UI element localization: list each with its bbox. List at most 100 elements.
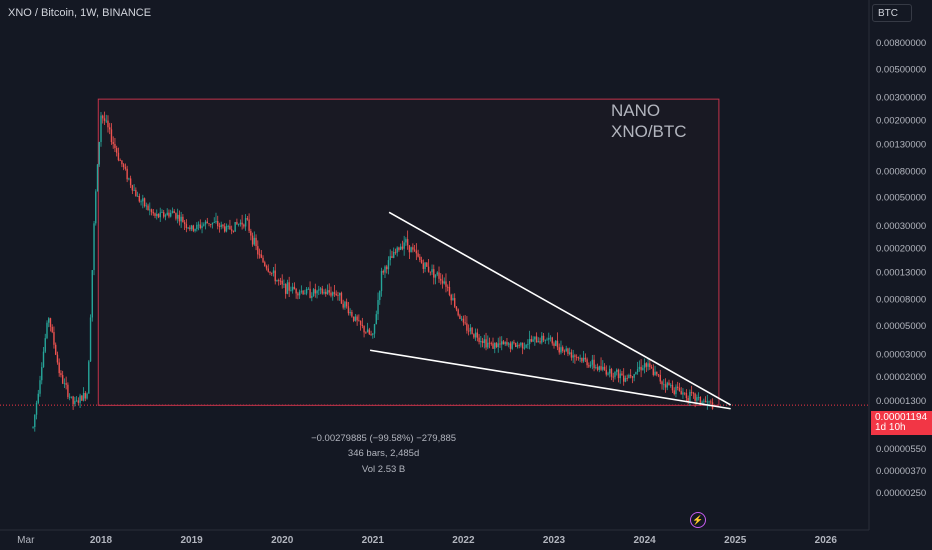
candle (624, 375, 627, 383)
candle (680, 387, 682, 395)
candle (575, 354, 578, 361)
candle-body (537, 341, 540, 343)
candle (661, 380, 663, 390)
candle (194, 228, 196, 233)
candle-body (406, 239, 409, 246)
candle-body (159, 212, 161, 218)
candle (196, 222, 198, 232)
candle (440, 273, 442, 285)
countdown: 1d 10h (875, 422, 906, 433)
candle-body (190, 225, 193, 230)
candle-body (302, 290, 304, 295)
candle-body (65, 383, 67, 385)
candle (600, 357, 602, 371)
candle (142, 194, 144, 209)
candle-body (664, 384, 667, 388)
candle (75, 396, 78, 402)
candle-body (60, 373, 62, 376)
candle-body (481, 341, 484, 343)
y-tick-label: 0.00300000 (876, 93, 926, 104)
currency-button[interactable]: BTC (872, 4, 912, 22)
candle-body (342, 303, 344, 308)
candle-body (603, 366, 606, 370)
x-tick-label: 2018 (90, 535, 113, 546)
candle-body (501, 341, 503, 345)
candle-body (448, 287, 451, 295)
candle-body (297, 293, 299, 296)
candle (53, 326, 55, 349)
candle-body (473, 334, 475, 338)
candle (502, 339, 505, 345)
candle (107, 115, 109, 133)
lightning-icon[interactable]: ⚡ (690, 512, 706, 528)
candle (455, 306, 458, 312)
candle (244, 214, 247, 231)
candle-body (192, 225, 195, 231)
candle-body (584, 357, 587, 360)
candle (112, 136, 114, 149)
candle-body (67, 384, 69, 398)
candle (598, 365, 600, 373)
candle (271, 272, 273, 276)
candle-body (467, 330, 470, 332)
candle (652, 364, 655, 377)
candle-body (220, 224, 222, 227)
candle-body (72, 396, 74, 404)
candle (229, 219, 231, 230)
candle (182, 214, 184, 223)
candle (84, 391, 87, 402)
candle-body (622, 375, 625, 382)
candle (284, 283, 287, 299)
candle (405, 237, 407, 246)
candle (427, 258, 430, 273)
candle (460, 315, 463, 322)
x-tick-label: Mar (17, 535, 35, 546)
candle (89, 314, 92, 363)
candle-body (396, 247, 398, 253)
candle-body (690, 391, 693, 393)
candle (215, 212, 217, 224)
candle-body (663, 384, 665, 386)
candle-body (305, 288, 308, 294)
candle (39, 375, 41, 397)
candle-body (514, 342, 517, 347)
y-tick-label: 0.00000370 (876, 466, 926, 477)
candle (610, 367, 613, 381)
candle (156, 209, 158, 220)
candle-body (201, 225, 203, 229)
candle (516, 341, 519, 349)
candle-body (370, 334, 372, 336)
candle-body (335, 293, 337, 296)
candle (264, 260, 266, 267)
candle-body (182, 216, 184, 223)
candle-body (169, 212, 172, 217)
candle (290, 286, 292, 292)
candle (654, 365, 656, 376)
candle (370, 330, 372, 336)
candle-body (340, 292, 343, 304)
candle (230, 225, 233, 235)
candle (251, 232, 254, 247)
candle-body (150, 209, 153, 213)
candle (276, 279, 278, 282)
candle (413, 245, 416, 252)
candle-body (389, 256, 391, 261)
candle (450, 293, 452, 305)
candle-body (436, 272, 438, 275)
candle-body (323, 291, 325, 294)
candle (664, 378, 667, 393)
candle-body (372, 333, 374, 335)
candle (631, 375, 634, 384)
candle (91, 270, 93, 322)
candle (60, 370, 62, 378)
candle (333, 284, 336, 297)
candle-body (523, 347, 526, 349)
candle-body (133, 189, 135, 191)
candle (311, 292, 313, 302)
candle-body (197, 224, 200, 226)
candle (560, 340, 562, 355)
candle-body (640, 366, 642, 371)
candle (44, 333, 46, 354)
candle-body (140, 201, 142, 203)
